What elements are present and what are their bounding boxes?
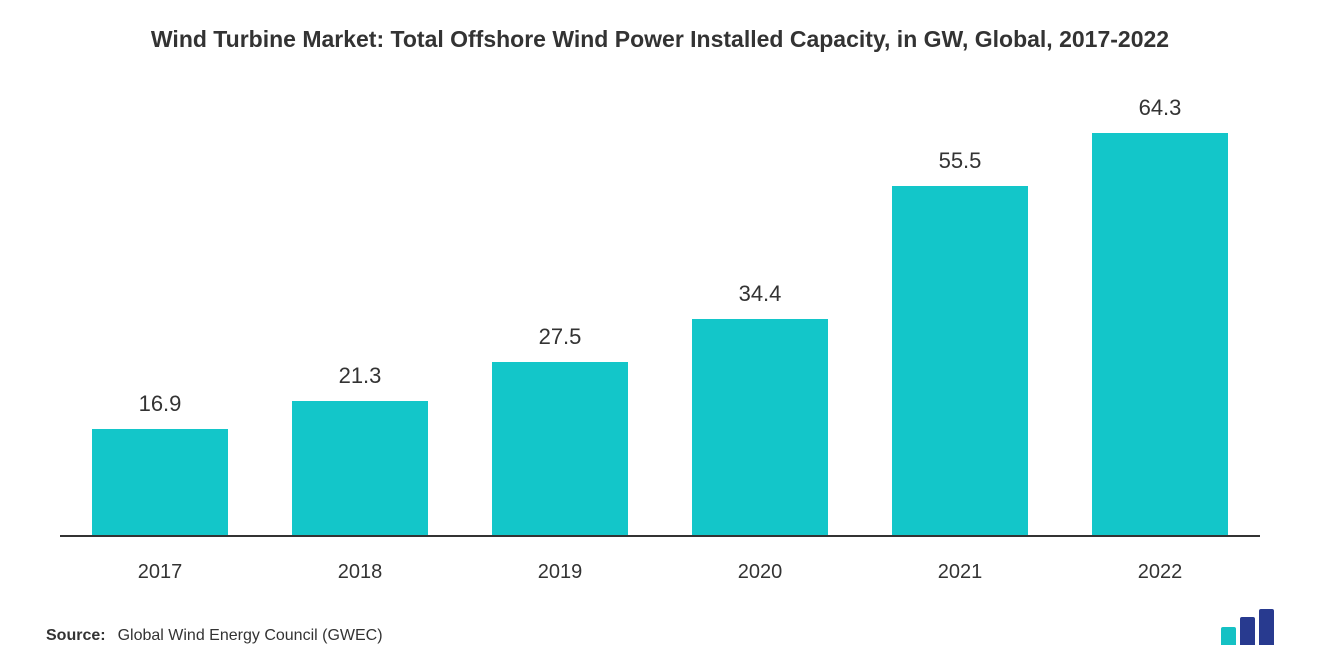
bar-rect (492, 362, 627, 535)
bar-group: 55.5 (860, 95, 1059, 535)
chart-footer: Source: Global Wind Energy Council (GWEC… (40, 609, 1280, 645)
bar-value-label: 21.3 (339, 363, 382, 389)
source-text: Global Wind Energy Council (GWEC) (118, 627, 383, 645)
x-axis-label: 2022 (1060, 561, 1259, 584)
logo-bar-2 (1240, 617, 1255, 645)
x-axis-labels: 201720182019202020212022 (60, 549, 1260, 595)
x-axis-label: 2019 (460, 561, 659, 584)
plot-area: 16.921.327.534.455.564.3 201720182019202… (60, 95, 1260, 595)
logo-bar-1 (1221, 627, 1236, 645)
x-axis-label: 2020 (660, 561, 859, 584)
bar-rect (692, 319, 827, 535)
bar-value-label: 64.3 (1139, 95, 1182, 121)
chart-container: Wind Turbine Market: Total Offshore Wind… (0, 0, 1320, 665)
bar-rect (1092, 133, 1227, 535)
source-line: Source: Global Wind Energy Council (GWEC… (46, 627, 383, 645)
x-axis-label: 2021 (860, 561, 1059, 584)
source-label: Source: (46, 627, 106, 645)
bar-group: 34.4 (660, 95, 859, 535)
bar-group: 27.5 (460, 95, 659, 535)
bars-row: 16.9 21.3 27.5 34.4 55.5 64.3 (60, 95, 1260, 537)
bar-group: 21.3 (260, 95, 459, 535)
brand-logo (1221, 609, 1274, 645)
chart-title: Wind Turbine Market: Total Offshore Wind… (151, 24, 1169, 55)
bar-rect (292, 401, 427, 535)
bar-rect (892, 186, 1027, 535)
bar-value-label: 34.4 (739, 281, 782, 307)
x-axis-label: 2018 (260, 561, 459, 584)
bar-value-label: 16.9 (139, 391, 182, 417)
bar-group: 16.9 (60, 95, 259, 535)
x-axis-label: 2017 (60, 561, 259, 584)
bar-rect (92, 429, 227, 535)
bar-value-label: 27.5 (539, 324, 582, 350)
bar-value-label: 55.5 (939, 148, 982, 174)
logo-bar-3 (1259, 609, 1274, 645)
bar-group: 64.3 (1060, 95, 1259, 535)
